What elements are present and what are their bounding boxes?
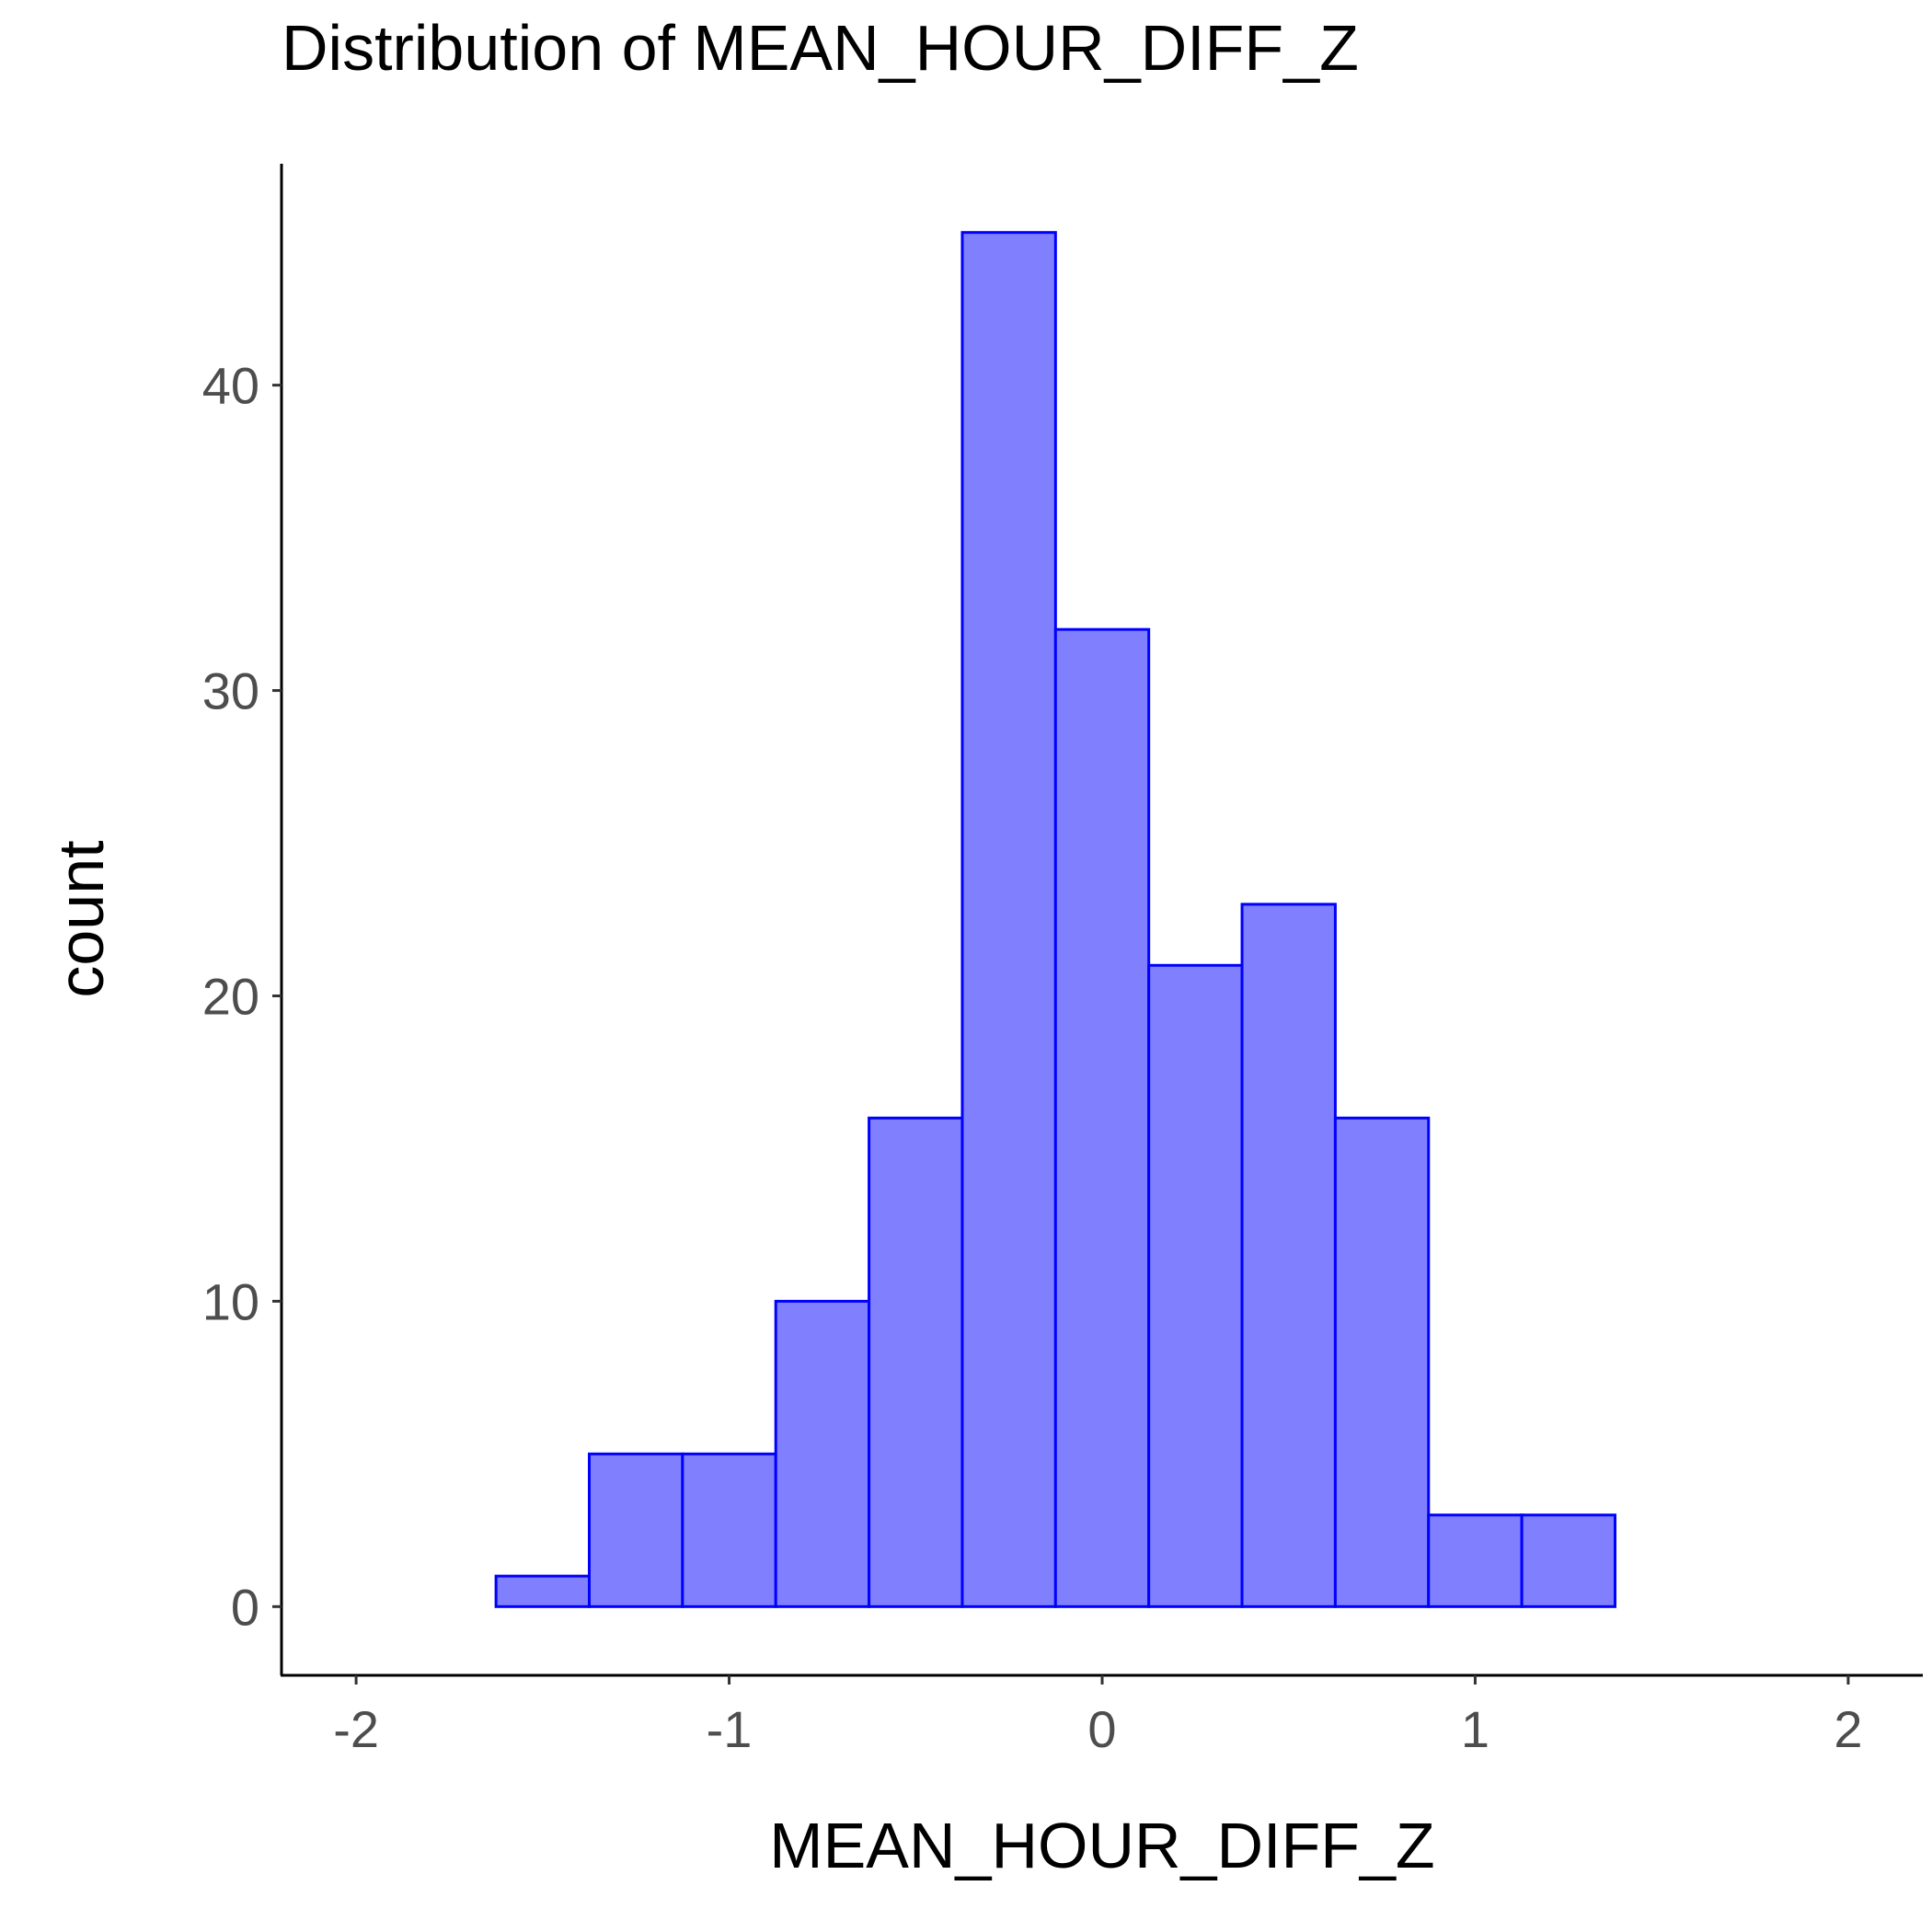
histogram-bar xyxy=(1147,963,1244,1608)
x-tick-label: -2 xyxy=(333,1700,379,1758)
x-tick-label: 1 xyxy=(1461,1700,1489,1758)
chart-title: Distribution of MEAN_HOUR_DIFF_Z xyxy=(282,12,1359,84)
y-tick-label: 40 xyxy=(202,357,259,415)
y-tick-label: 30 xyxy=(202,662,259,720)
histogram-bar xyxy=(588,1452,684,1608)
x-tick-label: 0 xyxy=(1087,1700,1116,1758)
histogram-bar xyxy=(868,1116,964,1608)
histogram-bar xyxy=(1520,1513,1616,1608)
y-axis-ticks: 0 10 20 30 40 xyxy=(202,357,282,1636)
y-axis-label: count xyxy=(45,840,117,997)
histogram-bar xyxy=(960,231,1057,1608)
x-axis-ticks: -2 -1 0 1 2 xyxy=(333,1675,1862,1758)
histogram-bar xyxy=(1333,1116,1431,1608)
y-tick-label: 20 xyxy=(202,967,259,1025)
histogram-bar xyxy=(1053,627,1151,1608)
x-tick-label: 2 xyxy=(1834,1700,1862,1758)
histogram-bar xyxy=(1427,1513,1524,1608)
x-axis-label: MEAN_HOUR_DIFF_Z xyxy=(769,1810,1434,1881)
histogram-bars xyxy=(494,231,1616,1608)
histogram-bar xyxy=(1240,903,1337,1608)
histogram-bar xyxy=(681,1452,777,1608)
histogram-bar xyxy=(494,1574,591,1608)
y-tick-label: 0 xyxy=(231,1578,259,1636)
histogram-bar xyxy=(774,1299,871,1608)
y-tick-label: 10 xyxy=(202,1272,259,1330)
x-tick-label: -1 xyxy=(707,1700,753,1758)
